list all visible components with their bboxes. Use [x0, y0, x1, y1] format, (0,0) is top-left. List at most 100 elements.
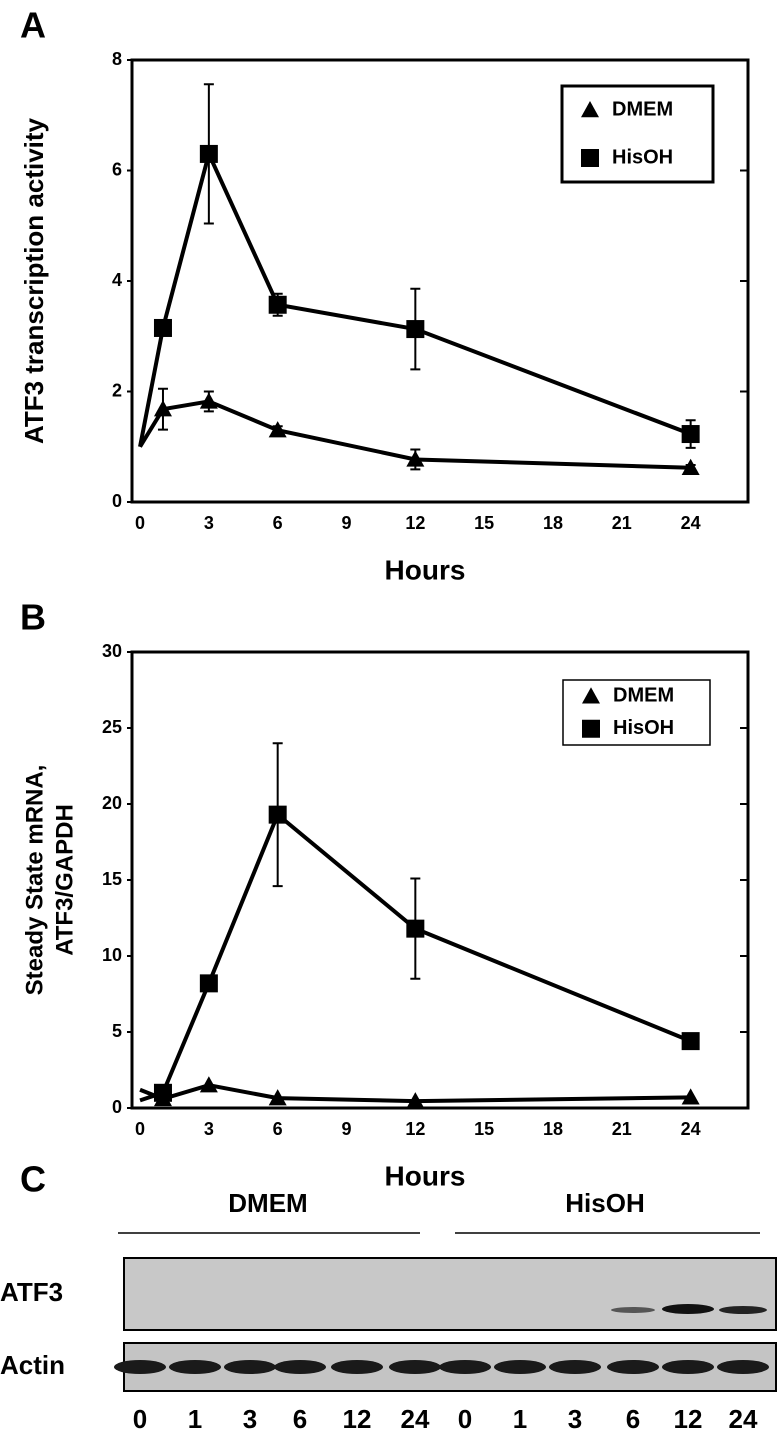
x-tick-label: 24 [681, 1119, 701, 1139]
marker [581, 101, 599, 118]
legend-label: DMEM [612, 98, 673, 120]
atf3-band [611, 1307, 655, 1313]
atf3-band [662, 1304, 714, 1314]
lane-label: 6 [293, 1404, 307, 1434]
actin-band [549, 1360, 601, 1374]
y-axis-label: ATF3 transcription activity [19, 117, 49, 444]
marker [406, 320, 425, 339]
x-axis-label: Hours [385, 554, 466, 585]
marker [268, 295, 287, 314]
marker [268, 1089, 287, 1106]
x-tick-label: 3 [204, 513, 214, 533]
lane-label: 0 [458, 1404, 472, 1434]
y-axis-label: Steady State mRNA, [21, 765, 48, 996]
y-tick-label: 5 [112, 1021, 122, 1041]
marker [199, 392, 218, 409]
actin-band [114, 1360, 166, 1374]
x-tick-label: 12 [405, 1119, 425, 1139]
marker [581, 149, 599, 167]
marker [199, 1076, 218, 1093]
marker [582, 719, 600, 738]
y-tick-label: 30 [102, 641, 122, 661]
marker [199, 974, 218, 993]
atf3-band [719, 1306, 767, 1314]
actin-band [224, 1360, 276, 1374]
legend-label: DMEM [613, 685, 674, 707]
panel-label: C [20, 1159, 46, 1200]
x-tick-label: 18 [543, 513, 563, 533]
legend-label: HisOH [612, 146, 673, 168]
x-tick-label: 21 [612, 1119, 632, 1139]
x-tick-label: 15 [474, 513, 494, 533]
marker [153, 1083, 172, 1102]
x-tick-label: 15 [474, 1119, 494, 1139]
y-tick-label: 0 [112, 491, 122, 511]
actin-band [331, 1360, 383, 1374]
marker [681, 1088, 700, 1105]
actin-band [607, 1360, 659, 1374]
lane-label: 12 [674, 1404, 703, 1434]
x-tick-label: 21 [612, 513, 632, 533]
y-tick-label: 4 [112, 270, 122, 290]
marker [406, 919, 425, 938]
lane-label: 3 [568, 1404, 582, 1434]
marker [406, 1092, 425, 1109]
group-label: HisOH [565, 1188, 644, 1218]
marker [268, 421, 287, 438]
panel-label: A [20, 5, 46, 46]
x-tick-label: 18 [543, 1119, 563, 1139]
actin-band [169, 1360, 221, 1374]
lane-label: 24 [401, 1404, 430, 1434]
lane-label: 24 [729, 1404, 758, 1434]
x-axis-label: Hours [385, 1160, 466, 1191]
lane-label: 1 [188, 1404, 202, 1434]
lane-label: 0 [133, 1404, 147, 1434]
marker [153, 318, 172, 337]
y-axis-label: ATF3/GAPDH [51, 804, 78, 956]
plot-frame [130, 650, 750, 1110]
x-tick-label: 24 [681, 513, 701, 533]
marker [681, 1032, 700, 1051]
x-tick-label: 6 [273, 513, 283, 533]
actin-band [274, 1360, 326, 1374]
actin-band [717, 1360, 769, 1374]
legend-label: HisOH [613, 717, 674, 739]
lane-label: 3 [243, 1404, 257, 1434]
x-tick-label: 9 [342, 513, 352, 533]
x-tick-label: 0 [135, 513, 145, 533]
x-tick-label: 6 [273, 1119, 283, 1139]
y-tick-label: 25 [102, 717, 122, 737]
marker [268, 805, 287, 824]
marker [681, 458, 700, 475]
y-tick-label: 8 [112, 49, 122, 69]
lane-label: 6 [626, 1404, 640, 1434]
plot-frame [130, 58, 750, 504]
actin-band [494, 1360, 546, 1374]
y-tick-label: 20 [102, 793, 122, 813]
actin-band [662, 1360, 714, 1374]
panel-label: B [20, 597, 46, 638]
x-tick-label: 9 [342, 1119, 352, 1139]
y-tick-label: 15 [102, 869, 122, 889]
group-label: DMEM [228, 1188, 307, 1218]
marker [681, 425, 700, 444]
y-tick-label: 0 [112, 1097, 122, 1117]
actin-band [389, 1360, 441, 1374]
marker [199, 144, 218, 163]
atf3-blot [123, 1257, 777, 1331]
series-line [138, 147, 692, 448]
marker [406, 450, 425, 467]
y-tick-label: 2 [112, 380, 122, 400]
x-tick-label: 3 [204, 1119, 214, 1139]
x-tick-label: 0 [135, 1119, 145, 1139]
x-tick-label: 12 [405, 513, 425, 533]
actin-band [439, 1360, 491, 1374]
row-label: Actin [0, 1350, 65, 1380]
marker [153, 400, 172, 417]
row-label: ATF3 [0, 1277, 63, 1307]
lane-label: 12 [343, 1404, 372, 1434]
y-tick-label: 6 [112, 159, 122, 179]
lane-label: 1 [513, 1404, 527, 1434]
marker [582, 687, 600, 704]
